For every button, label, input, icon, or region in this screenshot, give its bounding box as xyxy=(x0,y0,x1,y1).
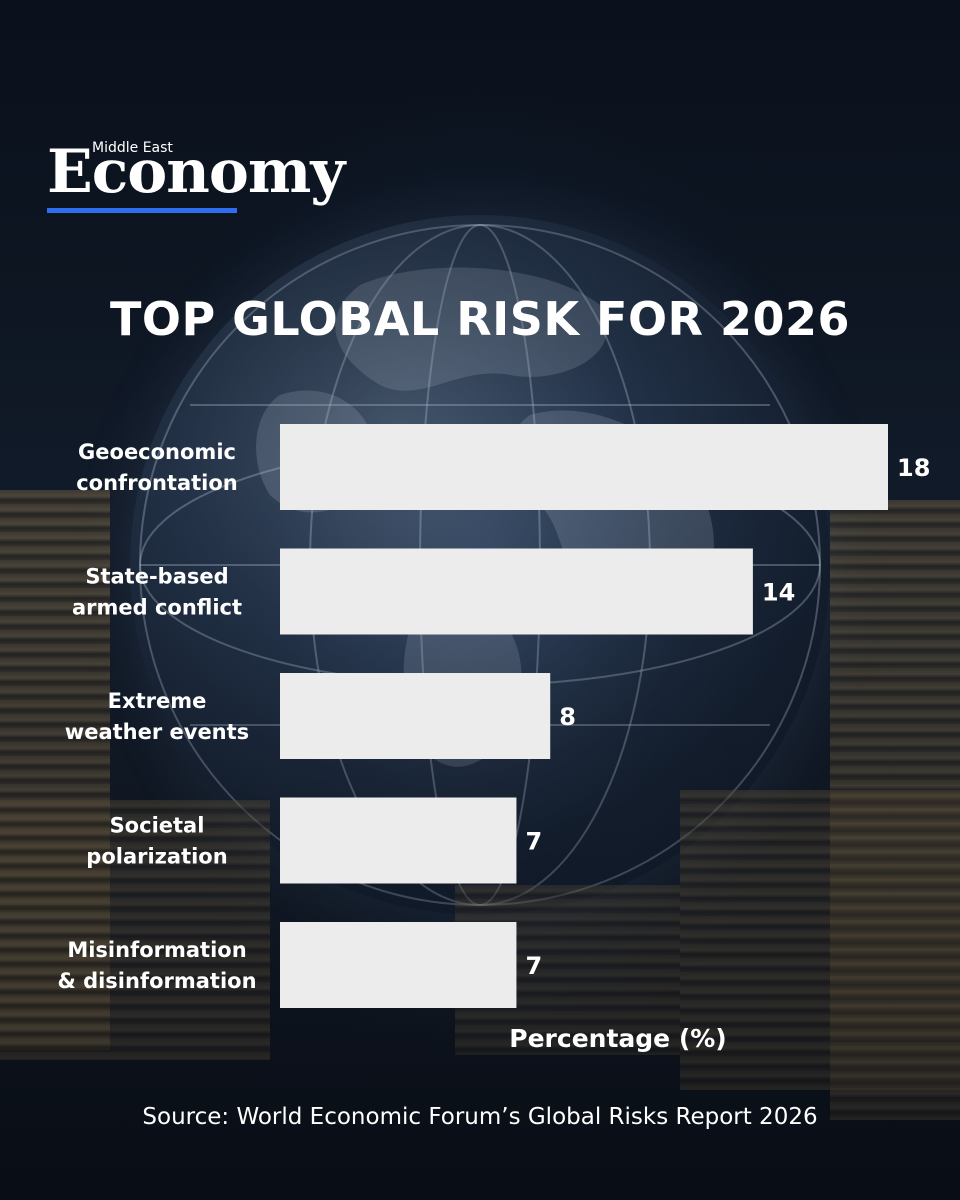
category-label-3: Extreme weather events xyxy=(65,689,249,744)
category-label-1-line-2: confrontation xyxy=(76,471,238,495)
category-label-3-line-2: weather events xyxy=(65,720,249,744)
category-label-2: State-based armed conflict xyxy=(72,565,242,620)
brand-logo-big-text: Economy xyxy=(47,137,345,207)
category-label-4: Societal polarization xyxy=(86,814,227,869)
bar-5 xyxy=(280,922,517,1008)
category-label-5-line-2: & disinformation xyxy=(57,969,256,993)
value-label-1: 18 xyxy=(897,454,930,482)
value-label-3: 8 xyxy=(559,703,576,731)
brand-underline xyxy=(47,208,237,213)
bar-1 xyxy=(280,424,888,510)
category-label-4-line-2: polarization xyxy=(86,845,227,869)
category-label-5-line-1: Misinformation xyxy=(67,938,246,962)
bar-2 xyxy=(280,548,753,635)
source-note: Source: World Economic Forum’s Global Ri… xyxy=(142,1104,818,1130)
category-label-1-line-1: Geoeconomic xyxy=(78,440,236,464)
value-label-2: 14 xyxy=(762,579,795,607)
category-label-1: Geoeconomic confrontation xyxy=(76,440,238,495)
value-label-4: 7 xyxy=(525,828,542,856)
chart-title: TOP GLOBAL RISK FOR 2026 xyxy=(109,292,851,346)
category-label-4-line-1: Societal xyxy=(110,814,205,838)
value-label-5: 7 xyxy=(525,952,542,980)
bar-4 xyxy=(280,797,517,884)
category-label-2-line-1: State-based xyxy=(85,565,228,589)
brand-logo-small-text: Middle East xyxy=(92,140,173,156)
category-label-3-line-1: Extreme xyxy=(108,689,207,713)
x-axis-label: Percentage (%) xyxy=(509,1024,727,1053)
bar-3 xyxy=(280,673,551,759)
category-label-2-line-2: armed conflict xyxy=(72,596,242,620)
category-label-5: Misinformation & disinformation xyxy=(57,938,256,993)
